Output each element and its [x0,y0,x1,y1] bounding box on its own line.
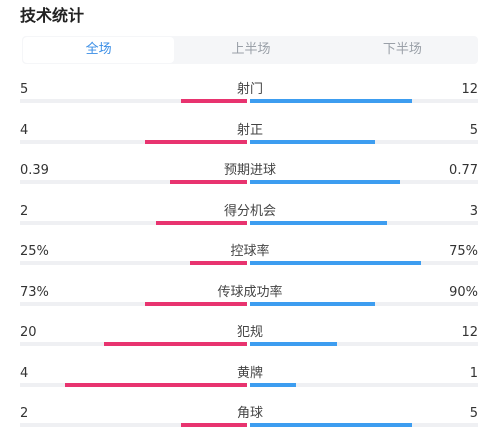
away-bar-track [250,180,478,184]
home-bar-track [20,139,247,144]
stat-row: 4 射正 5 [0,119,500,160]
home-bar-track [20,99,247,103]
stat-row: 20 犯规 12 [0,321,500,362]
home-value: 73% [20,284,49,300]
stat-row: 5 射门 12 [0,78,500,119]
away-value: 3 [469,203,478,219]
away-value: 12 [461,325,478,340]
home-bar-track [20,301,247,306]
stat-label: 传球成功率 [217,284,283,300]
stat-label: 射门 [236,82,263,97]
stat-label: 射正 [236,122,263,138]
home-bar [104,342,247,346]
stat-label: 犯规 [236,325,263,340]
home-value: 4 [20,365,29,381]
stat-label: 控球率 [230,244,270,259]
away-bar [250,342,337,346]
home-value: 5 [20,82,29,97]
away-bar [250,301,376,306]
away-value: 5 [469,122,478,138]
away-bar [250,180,401,184]
stat-label: 得分机会 [223,203,276,219]
stat-label: 角球 [236,406,263,421]
home-value: 4 [20,122,29,138]
away-value: 0.77 [449,163,478,178]
home-bar-track [20,261,247,265]
home-value: 25% [20,244,49,259]
stat-row: 2 得分机会 3 [0,200,500,241]
home-bar [144,139,247,144]
away-bar [250,423,412,427]
home-value: 2 [20,406,29,421]
away-bar-track [250,342,478,346]
home-bar [181,99,247,103]
away-bar-track [250,99,478,103]
away-bar [250,220,387,225]
stat-label: 黄牌 [236,365,263,381]
home-value: 20 [20,325,37,340]
home-value: 0.39 [20,163,49,178]
stat-row: 2 角球 5 [0,402,500,443]
stat-row: 0.39 预期进球 0.77 [0,159,500,200]
home-bar [181,423,247,427]
tab-second-half[interactable]: 下半场 [382,42,422,57]
home-bar [169,180,247,184]
away-value: 75% [449,244,478,259]
away-bar [250,382,296,387]
stat-row: 25% 控球率 75% [0,240,500,281]
away-value: 12 [461,82,478,97]
away-bar-track [250,301,478,306]
away-value: 1 [469,365,478,381]
away-bar-track [250,423,478,427]
away-bar [250,139,376,144]
away-bar [250,261,421,265]
stat-row: 73% 传球成功率 90% [0,281,500,322]
home-bar [190,261,247,265]
away-value: 5 [469,406,478,421]
home-bar [156,220,247,225]
away-value: 90% [449,284,478,300]
page-title: 技术统计 [20,6,85,25]
home-bar-track [20,342,247,346]
stat-row: 4 黄牌 1 [0,362,500,403]
home-bar [144,301,247,306]
away-bar-track [250,220,478,225]
home-bar-track [20,382,247,387]
tab-full-match[interactable]: 全场 [23,37,175,63]
away-bar-track [250,261,478,265]
stat-label: 预期进球 [223,163,276,178]
home-value: 2 [20,203,29,219]
home-bar-track [20,423,247,427]
stats-list: 5 射门 12 4 射正 5 0.39 预期进球 0.77 2 得分机会 3 25% 控球率 75% 73% 传… [0,78,500,443]
home-bar-track [20,220,247,225]
away-bar-track [250,139,478,144]
tab-first-half[interactable]: 上半场 [231,42,271,57]
away-bar-track [250,382,478,387]
home-bar-track [20,180,247,184]
home-bar [65,382,247,387]
period-tabs: 全场 上半场 下半场 [22,36,478,64]
away-bar [250,99,412,103]
